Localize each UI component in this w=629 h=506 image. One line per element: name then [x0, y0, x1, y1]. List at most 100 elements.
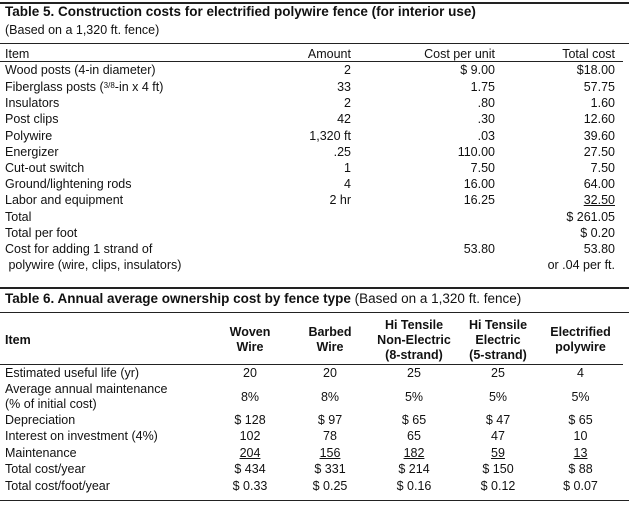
row-hi-elec: $ 47: [485, 412, 511, 427]
table5: Item Amount Cost per unit Total cost Woo…: [0, 47, 623, 273]
row-cost: .30: [477, 112, 495, 127]
table-row: Ground/lightening rods 4 16.00 64.00: [0, 176, 623, 192]
table6-header-hi-tensile-non-electric: Hi Tensile Non-Electric (8-strand): [370, 316, 458, 365]
row-cost: [351, 257, 495, 273]
row-poly: $ 88: [568, 462, 593, 477]
table6-header-barbed: Barbed Wire: [290, 316, 370, 365]
row-hi-elec: 47: [491, 429, 505, 444]
row-item: Total cost/year: [5, 462, 86, 477]
row-item: Labor and equipment: [5, 193, 124, 208]
table6-title-bold: Table 6. Annual average ownership cost b…: [5, 291, 351, 306]
row-poly: 10: [573, 429, 588, 444]
row-item: polywire (wire, clips, insulators): [5, 258, 182, 273]
table-row: Wood posts (4-in diameter) 2 $ 9.00 $18.…: [0, 62, 623, 79]
table-row: Cost for adding 1 strand of 53.80 53.80: [0, 241, 623, 257]
table5-header-cost-per-unit: Cost per unit: [351, 47, 495, 62]
row-amount: 33: [337, 79, 351, 94]
table-row: Average annual maintenance (% of initial …: [0, 382, 623, 412]
table-row: Total $ 261.05: [0, 209, 623, 225]
row-barbed: 8%: [320, 389, 340, 404]
row-hi-non: 5%: [404, 389, 424, 404]
table6-header-woven: Woven Wire: [210, 316, 290, 365]
table5-top-rule: [0, 2, 629, 4]
table6-header-item: Item: [0, 316, 210, 365]
row-total: 7.50: [590, 161, 615, 176]
row-amount: .25: [333, 144, 351, 159]
table5-header-total-cost: Total cost: [495, 47, 623, 62]
table6-header-top-rule: [0, 312, 629, 313]
row-woven: $ 0.33: [232, 478, 268, 493]
table5-header-top-rule: [0, 43, 629, 44]
row-item: Ground/lightening rods: [5, 177, 132, 192]
row-total: $ 0.20: [580, 225, 615, 240]
header-line: Electrified: [550, 325, 611, 339]
table-row: Fiberglass posts (3/8-in x 4 ft) 33 1.75…: [0, 78, 623, 95]
header-line: Wire: [236, 340, 264, 354]
table-row: Cut-out switch 1 7.50 7.50: [0, 160, 623, 176]
table-row: Total per foot $ 0.20: [0, 225, 623, 241]
row-cost: [351, 209, 495, 225]
row-item: Interest on investment (4%): [5, 429, 158, 444]
table-row: Total cost/year $ 434 $ 331 $ 214 $ 150 …: [0, 461, 623, 478]
table-row: Insulators 2 .80 1.60: [0, 95, 623, 111]
row-barbed: 20: [323, 366, 337, 381]
table-row: Maintenance 204 156 182 59 13: [0, 445, 623, 462]
row-amount: [245, 257, 351, 273]
table5-subtitle: (Based on a 1,320 ft. fence): [5, 23, 160, 37]
row-hi-elec: 25: [491, 366, 505, 381]
row-total: or .04 per ft.: [547, 258, 615, 273]
row-cost: $ 9.00: [460, 63, 495, 78]
row-item: Cut-out switch: [5, 161, 85, 176]
row-item: Total per foot: [5, 225, 78, 240]
row-hi-elec: 5%: [488, 389, 508, 404]
row-woven: $ 434: [234, 462, 266, 477]
row-amount: [245, 241, 351, 257]
row-barbed: $ 97: [317, 412, 343, 427]
row-total: 57.75: [583, 79, 615, 94]
row-cost: .80: [477, 96, 495, 111]
table-row: Polywire 1,320 ft .03 39.60: [0, 128, 623, 144]
row-amount: 42: [337, 112, 351, 127]
row-amount: 1: [344, 161, 351, 176]
row-poly: 5%: [571, 389, 590, 404]
row-cost: 7.50: [470, 161, 495, 176]
row-total: 12.60: [583, 112, 615, 127]
row-item: Energizer: [5, 144, 59, 159]
header-line: polywire: [555, 340, 606, 354]
table-row: polywire (wire, clips, insulators) or .0…: [0, 257, 623, 273]
table6-title-suffix: (Based on a 1,320 ft. fence): [350, 291, 522, 306]
header-line: (8-strand): [385, 347, 443, 362]
header-line: Non-Electric: [377, 332, 451, 347]
row-item: Total: [5, 209, 32, 224]
row-total: 64.00: [583, 177, 615, 192]
header-line: Hi Tensile: [468, 317, 528, 332]
table-row: Estimated useful life (yr) 20 20 25 25 4: [0, 365, 623, 382]
row-woven: $ 128: [234, 412, 266, 427]
row-item: Polywire: [5, 128, 53, 143]
row-poly: 13: [573, 445, 588, 460]
row-cost: 1.75: [470, 79, 495, 94]
table5-header-amount: Amount: [245, 47, 351, 62]
row-amount: 4: [344, 177, 351, 192]
table-row: Energizer .25 110.00 27.50: [0, 144, 623, 160]
row-item: Fiberglass posts (3/8-in x 4 ft): [0, 78, 245, 95]
row-total: 1.60: [590, 96, 615, 111]
row-barbed: $ 0.25: [312, 478, 348, 493]
row-hi-elec: $ 150: [482, 462, 514, 477]
fraction: 3/8: [103, 81, 115, 91]
table-row: Labor and equipment 2 hr 16.25 32.50: [0, 192, 623, 208]
row-item-line: Average annual maintenance: [5, 381, 168, 396]
header-line: Barbed: [308, 325, 352, 339]
row-hi-non: $ 214: [398, 462, 430, 477]
row-woven: 20: [243, 366, 257, 381]
row-amount: [245, 209, 351, 225]
row-barbed: 156: [319, 445, 341, 460]
row-total: 32.50: [583, 193, 615, 208]
row-cost: 110.00: [457, 144, 495, 159]
table6-bottom-rule: [0, 500, 629, 501]
table6-header-hi-tensile-electric: Hi Tensile Electric (5-strand): [458, 316, 538, 365]
header-line: Electric: [475, 332, 521, 347]
header-line: Hi Tensile: [384, 317, 444, 332]
table-row: Post clips 42 .30 12.60: [0, 111, 623, 127]
